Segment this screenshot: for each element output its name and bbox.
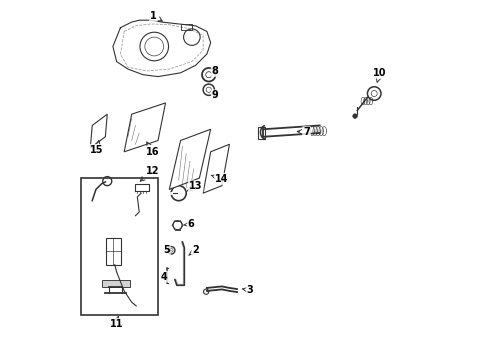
Text: 6: 6: [183, 219, 194, 229]
Text: 10: 10: [372, 68, 386, 82]
Circle shape: [352, 114, 357, 118]
Bar: [81, 178, 158, 315]
Text: 1: 1: [150, 11, 162, 21]
Text: 16: 16: [145, 142, 159, 157]
Text: 14: 14: [211, 174, 228, 184]
Polygon shape: [203, 144, 229, 193]
Text: 8: 8: [211, 66, 218, 76]
Bar: [106, 238, 121, 265]
Text: 3: 3: [242, 285, 253, 295]
Bar: [257, 127, 264, 139]
Text: 13: 13: [187, 181, 202, 192]
Polygon shape: [90, 114, 107, 148]
Bar: [180, 24, 191, 30]
Text: 15: 15: [90, 140, 103, 155]
Text: 7: 7: [297, 127, 309, 137]
Polygon shape: [124, 103, 165, 152]
Text: 11: 11: [110, 316, 123, 329]
Text: 4: 4: [160, 272, 167, 282]
Polygon shape: [102, 280, 129, 287]
Text: 9: 9: [211, 90, 218, 100]
Text: 5: 5: [163, 245, 170, 255]
Text: 12: 12: [140, 166, 159, 181]
Polygon shape: [169, 129, 210, 189]
Text: 2: 2: [188, 245, 199, 255]
